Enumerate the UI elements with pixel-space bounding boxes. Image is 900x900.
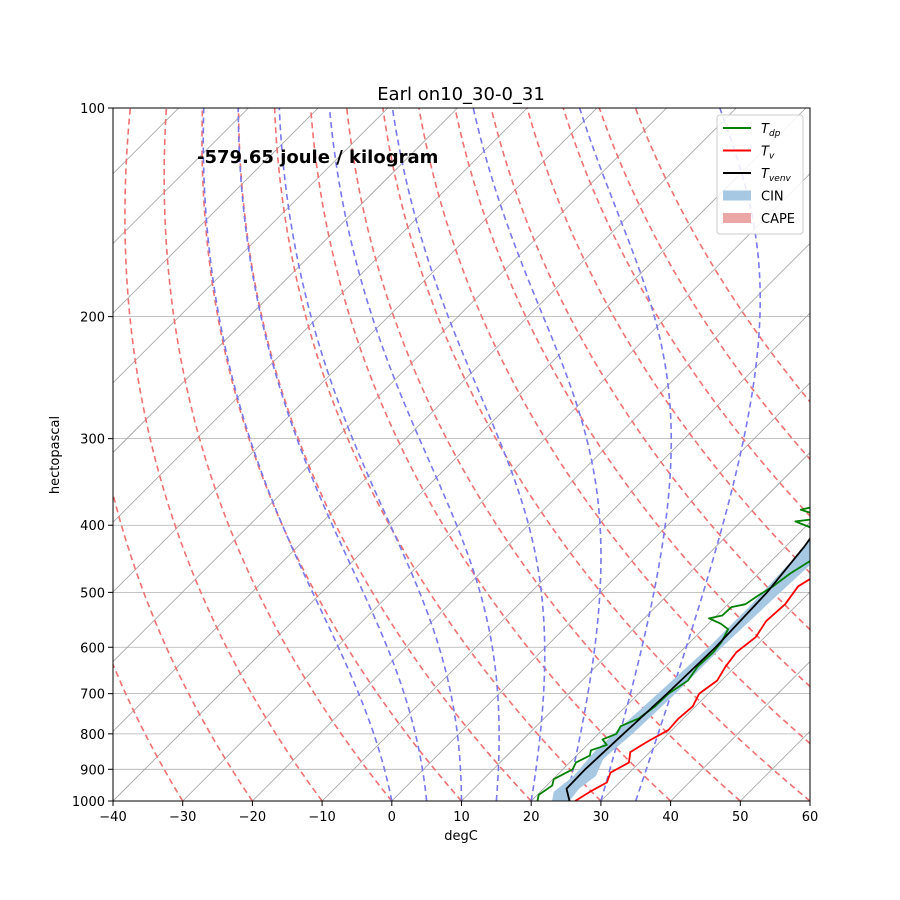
isotherm-line	[113, 108, 389, 384]
dry-adiabat	[418, 108, 810, 745]
y-axis-label: hectopascal	[48, 416, 63, 494]
y-tick-label: 700	[80, 688, 105, 703]
x-tick-label: −40	[99, 810, 126, 825]
isotherm-line	[113, 108, 667, 663]
dry-adiabat	[345, 108, 741, 801]
cin-fill	[552, 538, 810, 801]
x-tick-label: −10	[308, 810, 335, 825]
legend-label-tdp: Tdp	[761, 122, 781, 139]
legend-label-cape: CAPE	[761, 212, 795, 227]
cape-cin-annotation: -579.65 joule / kilogram	[197, 147, 438, 168]
legend-box	[716, 114, 804, 235]
dry-adiabat	[237, 108, 532, 801]
isotherm-line	[113, 108, 458, 454]
y-tick-label: 1000	[72, 795, 105, 810]
y-tick-label: 200	[80, 311, 105, 326]
isotherm-line	[321, 312, 810, 801]
cin-region	[552, 538, 810, 801]
dry-adiabat	[490, 108, 810, 631]
isotherm-line	[113, 108, 807, 801]
dry-adiabat	[201, 108, 463, 801]
moist-adiabat	[391, 108, 546, 801]
x-tick-label: 50	[732, 810, 749, 825]
isotherm-line	[113, 108, 319, 314]
legend-label-cin: CIN	[761, 190, 784, 205]
moist-adiabat	[578, 108, 673, 801]
moist-adiabat-lines	[42, 108, 762, 801]
x-tick-label: 10	[453, 810, 470, 825]
legend-label-tvenv: Tvenv	[761, 167, 792, 184]
moist-adiabat	[237, 108, 428, 801]
isotherm-lines	[113, 108, 810, 801]
isotherm-line	[391, 382, 810, 801]
isotherm-line	[461, 451, 810, 801]
dry-adiabat	[124, 108, 323, 801]
x-tick-label: −30	[169, 810, 196, 825]
series-tv-line	[574, 577, 810, 801]
isotherm-line	[113, 108, 249, 244]
y-tick-label: 800	[80, 728, 105, 743]
isotherm-line	[113, 108, 528, 523]
isotherm-line	[809, 800, 810, 801]
y-tick-label: 300	[80, 433, 105, 448]
x-tick-label: 30	[593, 810, 610, 825]
x-tick-label: 20	[523, 810, 540, 825]
isotherm-line	[252, 242, 810, 801]
moist-adiabat	[278, 108, 463, 801]
x-tick-label: 60	[802, 810, 819, 825]
x-axis-label: degC	[444, 829, 478, 844]
series-tdp-line	[536, 506, 810, 801]
x-tick-label: 40	[662, 810, 679, 825]
dry-adiabat	[113, 662, 184, 801]
y-tick-label: 600	[80, 641, 105, 656]
dry-adiabat	[163, 108, 393, 801]
isotherm-line	[530, 521, 810, 801]
isotherm-line	[113, 108, 737, 732]
isotherm-line	[670, 661, 810, 801]
dry-adiabat	[113, 490, 254, 801]
legend-swatch-cin	[723, 190, 751, 201]
dry-adiabat	[562, 108, 810, 518]
guide-curve	[42, 108, 97, 622]
y-tick-label: 900	[80, 763, 105, 778]
isotherm-line	[600, 591, 810, 801]
dry-adiabat	[309, 108, 672, 801]
legend-label-tv: Tv	[761, 145, 775, 162]
moist-adiabat	[202, 108, 393, 801]
x-axis: −40 −30 −20 −10 0 10 20 30 40 50 60	[99, 801, 818, 825]
chart-title: Earl on10_30-0_31	[377, 84, 545, 105]
y-axis: 100 200 300 400 500 600 700 800 900 1000	[72, 102, 113, 810]
plot-frame	[112, 107, 811, 802]
x-tick-label: −20	[239, 810, 266, 825]
dry-adiabat	[454, 108, 810, 688]
x-tick-label: 0	[388, 810, 396, 825]
y-tick-label: 400	[80, 519, 105, 534]
plot-area	[42, 108, 810, 801]
legend: Tdp Tv Tvenv CIN CAPE	[716, 114, 804, 235]
legend-swatch-cape	[723, 213, 751, 223]
moist-adiabat	[328, 108, 500, 801]
grid-layer	[113, 108, 810, 801]
dry-adiabat	[526, 108, 810, 574]
moist-adiabat	[472, 108, 602, 801]
isotherm-line	[113, 108, 598, 593]
y-tick-label: 500	[80, 586, 105, 601]
series-tvenv-line	[565, 537, 810, 801]
data-series	[536, 506, 810, 801]
y-tick-label: 100	[80, 102, 105, 117]
